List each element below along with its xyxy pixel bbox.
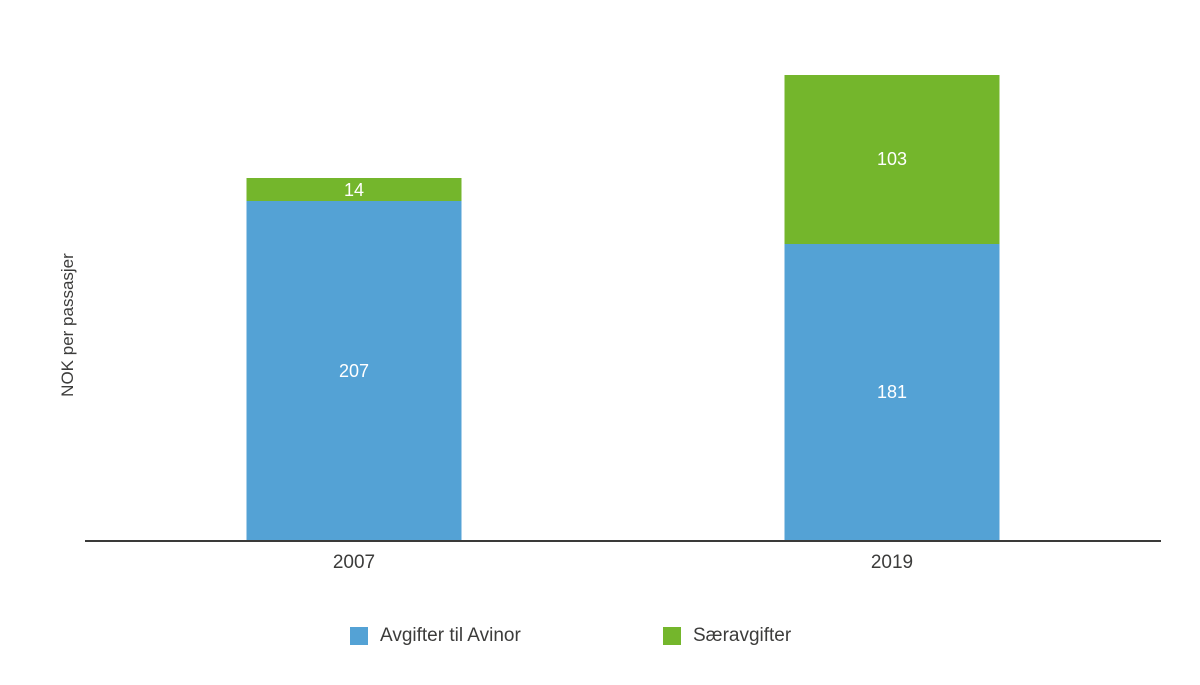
segment-value-label: 181 [876, 382, 908, 403]
x-tick-label: 2019 [870, 552, 914, 573]
bar-2019: 181 103 [784, 74, 1000, 541]
bar-2007: 207 14 [246, 178, 462, 541]
legend-swatch-green [663, 627, 681, 645]
y-axis-label: NOK per passasjer [58, 253, 77, 397]
bar-segment-2019: 103 [784, 74, 1000, 244]
legend-label: Avgifter til Avinor [380, 625, 521, 646]
segment-value-label: 207 [338, 361, 370, 382]
x-tick-label: 2007 [332, 552, 376, 573]
plot-area: 207 14 181 103 [85, 65, 1161, 541]
x-axis-ticks: 2007 2019 [85, 552, 1161, 580]
x-axis-line [85, 540, 1161, 542]
legend: Avgifter til Avinor Særavgifter [0, 625, 1200, 649]
segment-value-label: 14 [343, 179, 365, 200]
bar-segment-2019: 181 [784, 243, 1000, 541]
bar-segment-2007: 207 [246, 201, 462, 541]
legend-swatch-blue [350, 627, 368, 645]
segment-value-label: 103 [876, 149, 908, 170]
bar-segment-2007: 14 [246, 178, 462, 202]
legend-item-avgifter-til-avinor: Avgifter til Avinor [350, 625, 521, 647]
legend-label: Særavgifter [693, 625, 792, 646]
legend-item-saeravgifter: Særavgifter [663, 625, 791, 647]
